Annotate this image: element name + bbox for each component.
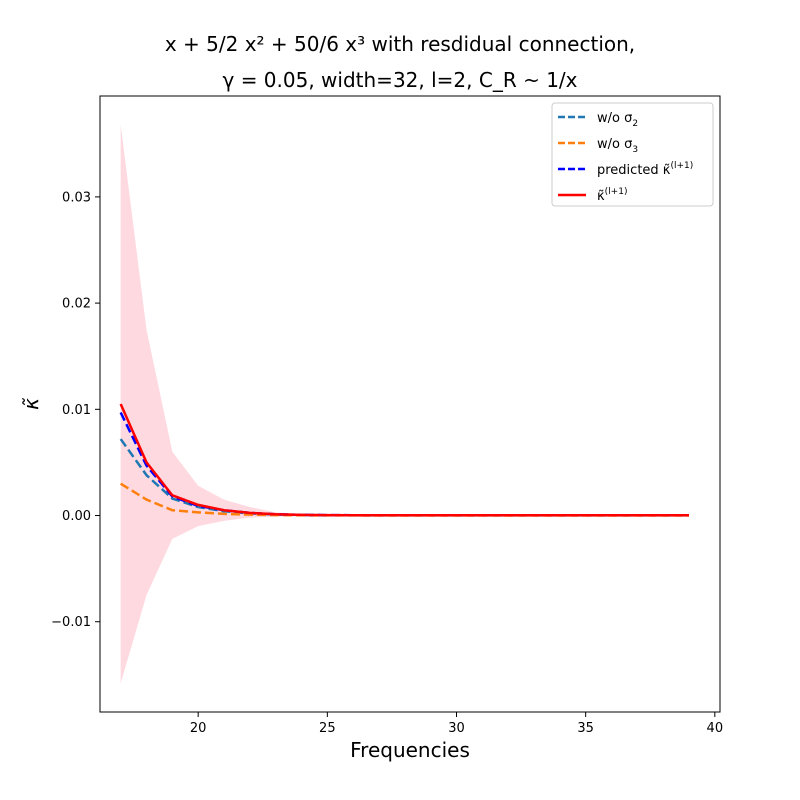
x-tick-label: 20 [190,721,207,736]
y-tick-label: 0.03 [62,190,91,205]
band-layer [120,124,689,684]
legend-box [551,102,714,207]
x-tick-label: 40 [707,721,724,736]
x-tick-label: 30 [448,721,465,736]
plot-frame [99,95,721,713]
x-tick-label: 25 [319,721,336,736]
y-tick-label: −0.01 [51,615,91,630]
y-axis: −0.01 0.00 0.01 0.02 0.03 [51,190,100,630]
chart-title-line-1: x + 5/2 x² + 50/6 x³ with resdidual conn… [164,32,636,56]
series-line-3 [119,403,689,517]
chart-title-line-2: γ = 0.05, width=32, l=2, C_R ~ 1/x [222,68,578,92]
legend-label: w/o σ2 [597,111,638,129]
y-axis-label: κ̃ [19,397,43,410]
legend-label: κ̃(l+1) [597,187,627,204]
x-axis-label: Frequencies [350,738,470,762]
y-tick-label: 0.02 [62,297,91,312]
legend-label: w/o σ3 [597,137,638,155]
x-tick-label: 35 [577,721,594,736]
spread-band [120,124,689,684]
y-tick-label: 0.00 [62,509,91,524]
y-tick-label: 0.01 [62,403,91,418]
series-layer [119,403,689,517]
legend: w/o σ2 w/o σ3 predicted κ̃(l+1) κ̃(l+1) [551,102,714,207]
legend-label: predicted κ̃(l+1) [597,161,693,178]
x-axis: 20 25 30 35 40 [190,712,723,736]
